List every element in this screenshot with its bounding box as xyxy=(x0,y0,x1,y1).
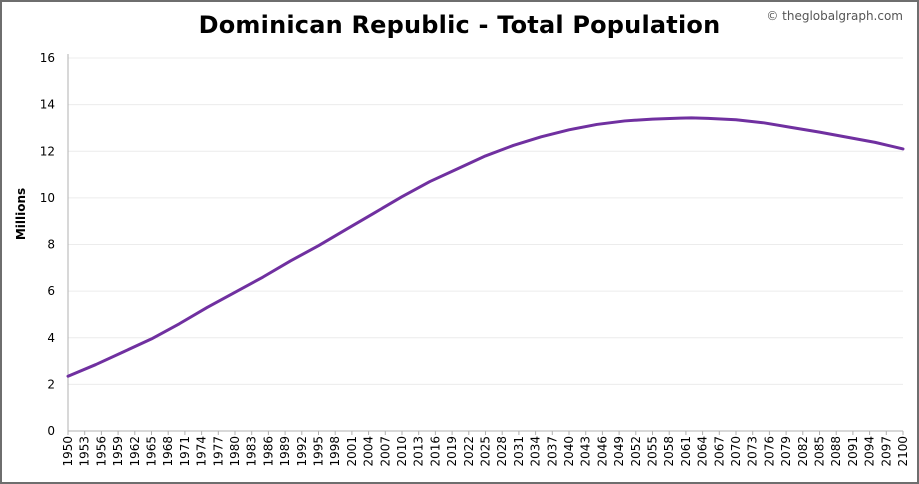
x-tick-label-2034: 2034 xyxy=(529,436,543,467)
x-tick-label-2010: 2010 xyxy=(395,436,409,467)
x-tick-label-2079: 2079 xyxy=(779,436,793,467)
x-tick-label-2067: 2067 xyxy=(712,436,726,467)
x-tick-label-2028: 2028 xyxy=(495,436,509,467)
y-tick-label-12: 12 xyxy=(40,144,55,158)
x-tick-labels: 1950 1953 1956 1959 1962 1965 1968 1971 1974 1977… xyxy=(61,436,910,467)
x-tick-label-1995: 1995 xyxy=(312,436,326,467)
x-tick-label-1983: 1983 xyxy=(245,436,259,467)
x-tick-label-1950: 1950 xyxy=(61,436,75,467)
x-tick-label-2073: 2073 xyxy=(746,436,760,467)
x-tick-label-2019: 2019 xyxy=(445,436,459,467)
x-tick-label-2007: 2007 xyxy=(378,436,392,467)
y-tick-label-14: 14 xyxy=(40,98,55,112)
x-tick-label-1977: 1977 xyxy=(211,436,225,467)
series-line-0 xyxy=(66,116,905,378)
y-tick-label-16: 16 xyxy=(40,51,55,65)
x-tick-label-2049: 2049 xyxy=(612,436,626,467)
series-group xyxy=(66,116,905,378)
x-tick-label-1962: 1962 xyxy=(128,436,142,467)
x-tick-label-2076: 2076 xyxy=(762,436,776,467)
y-tick-label-0: 0 xyxy=(47,424,55,438)
x-tick-label-2082: 2082 xyxy=(796,436,810,467)
x-tick-label-2055: 2055 xyxy=(646,436,660,467)
y-tick-label-10: 10 xyxy=(40,191,55,205)
x-tick-label-2100: 2100 xyxy=(896,436,910,467)
x-tick-label-2085: 2085 xyxy=(813,436,827,467)
x-tick-label-2091: 2091 xyxy=(846,436,860,467)
x-tick-label-2097: 2097 xyxy=(879,436,893,467)
x-tick-label-2037: 2037 xyxy=(545,436,559,467)
x-tick-label-2070: 2070 xyxy=(729,436,743,467)
x-tick-label-1974: 1974 xyxy=(195,436,209,467)
x-tick-label-1956: 1956 xyxy=(94,436,108,467)
y-tick-label-6: 6 xyxy=(47,284,55,298)
x-tick-label-2058: 2058 xyxy=(662,436,676,467)
x-tick-label-2031: 2031 xyxy=(512,436,526,467)
chart-title: Dominican Republic - Total Population xyxy=(198,11,721,39)
x-tick-label-2016: 2016 xyxy=(428,436,442,467)
y-tick-label-8: 8 xyxy=(47,238,55,252)
x-tick-label-1998: 1998 xyxy=(328,436,342,467)
x-tick-label-1971: 1971 xyxy=(178,436,192,467)
x-tick-label-2094: 2094 xyxy=(863,436,877,467)
x-tick-label-2025: 2025 xyxy=(479,436,493,467)
credit-text: © theglobalgraph.com xyxy=(766,9,903,23)
x-tick-label-2013: 2013 xyxy=(412,436,426,467)
x-tick-label-1965: 1965 xyxy=(145,436,159,467)
x-tick-label-1989: 1989 xyxy=(278,436,292,467)
x-tick-label-1959: 1959 xyxy=(111,436,125,467)
x-tick-label-2046: 2046 xyxy=(595,436,609,467)
x-tick-label-2040: 2040 xyxy=(562,436,576,467)
x-tick-label-2004: 2004 xyxy=(362,436,376,467)
x-tick-label-2061: 2061 xyxy=(679,436,693,467)
y-tick-label-4: 4 xyxy=(47,331,55,345)
x-tick-label-1968: 1968 xyxy=(161,436,175,467)
x-tick-label-2088: 2088 xyxy=(829,436,843,467)
x-tick-label-1980: 1980 xyxy=(228,436,242,467)
x-tick-label-2043: 2043 xyxy=(579,436,593,467)
x-tick-label-1986: 1986 xyxy=(261,436,275,467)
x-tick-label-1953: 1953 xyxy=(78,436,92,467)
y-tick-label-2: 2 xyxy=(47,377,55,391)
axes xyxy=(67,54,904,435)
y-tick-labels: 0 2 4 6 8 10 12 14 16 xyxy=(40,51,55,438)
x-tick-label-2052: 2052 xyxy=(629,436,643,467)
x-tick-label-2022: 2022 xyxy=(462,436,476,467)
x-tick-label-2001: 2001 xyxy=(345,436,359,467)
x-tick-label-1992: 1992 xyxy=(295,436,309,467)
x-tick-label-2064: 2064 xyxy=(696,436,710,467)
grid-lines xyxy=(68,57,903,385)
